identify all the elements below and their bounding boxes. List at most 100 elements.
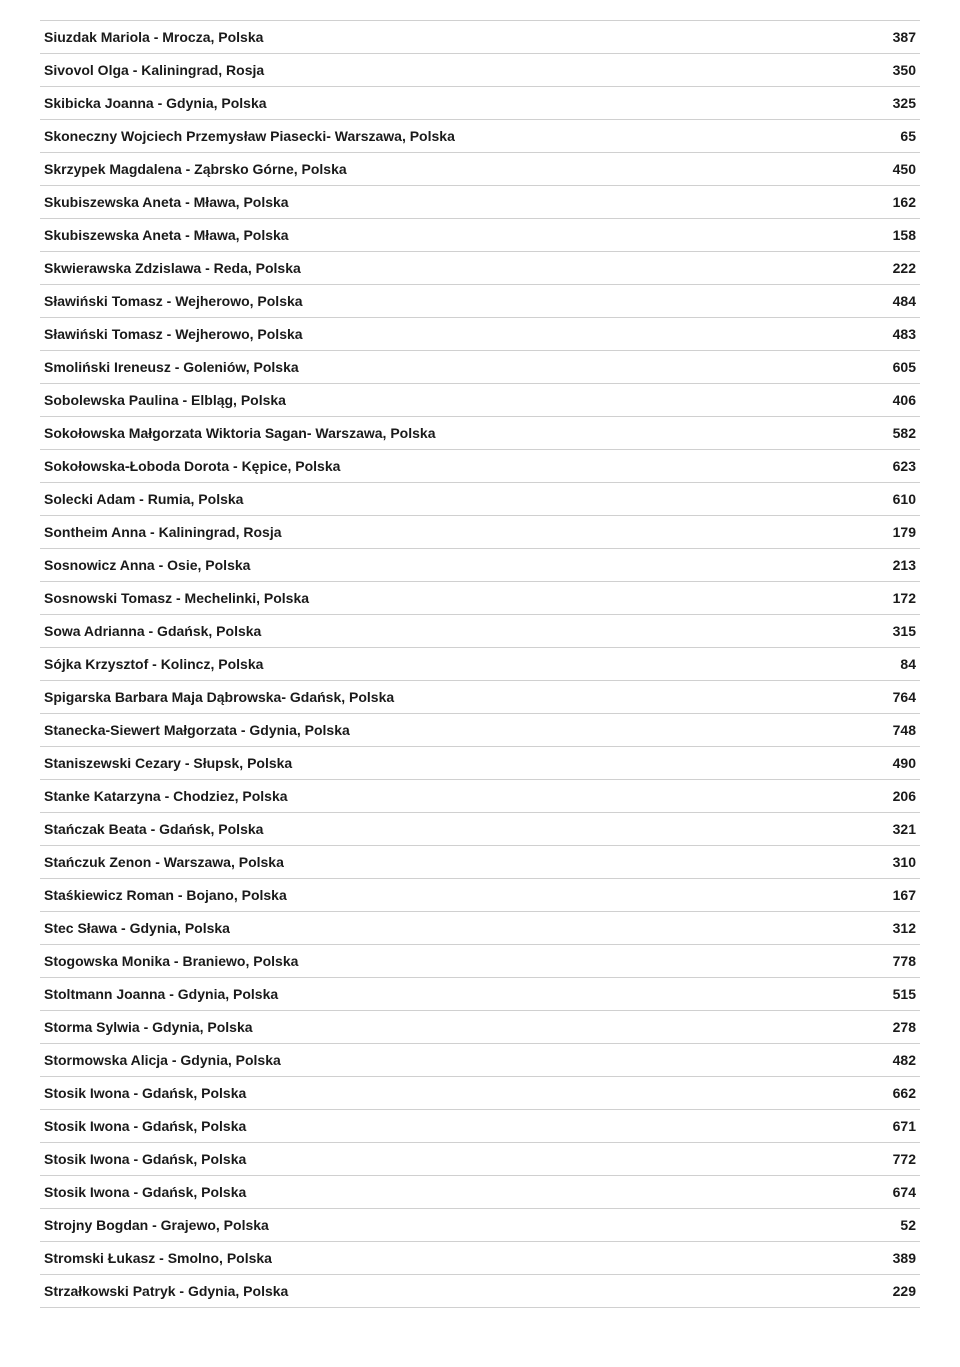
- entry-name: Solecki Adam - Rumia, Polska: [44, 491, 856, 507]
- entry-value: 65: [856, 128, 916, 144]
- entry-value: 450: [856, 161, 916, 177]
- entry-value: 387: [856, 29, 916, 45]
- table-row: Sokołowska Małgorzata Wiktoria Sagan- Wa…: [40, 417, 920, 450]
- entry-name: Stormowska Alicja - Gdynia, Polska: [44, 1052, 856, 1068]
- table-row: Stosik Iwona - Gdańsk, Polska674: [40, 1176, 920, 1209]
- entry-name: Skoneczny Wojciech Przemysław Piasecki- …: [44, 128, 856, 144]
- table-row: Sobolewska Paulina - Elbląg, Polska406: [40, 384, 920, 417]
- table-row: Staśkiewicz Roman - Bojano, Polska167: [40, 879, 920, 912]
- entry-value: 162: [856, 194, 916, 210]
- table-row: Sosnowski Tomasz - Mechelinki, Polska172: [40, 582, 920, 615]
- entry-name: Stańczuk Zenon - Warszawa, Polska: [44, 854, 856, 870]
- table-row: Sontheim Anna - Kaliningrad, Rosja179: [40, 516, 920, 549]
- entry-name: Sławiński Tomasz - Wejherowo, Polska: [44, 326, 856, 342]
- table-row: Stec Sława - Gdynia, Polska312: [40, 912, 920, 945]
- entry-value: 490: [856, 755, 916, 771]
- table-row: Skoneczny Wojciech Przemysław Piasecki- …: [40, 120, 920, 153]
- entry-name: Stosik Iwona - Gdańsk, Polska: [44, 1085, 856, 1101]
- entry-value: 515: [856, 986, 916, 1002]
- table-row: Staniszewski Cezary - Słupsk, Polska490: [40, 747, 920, 780]
- entry-name: Stosik Iwona - Gdańsk, Polska: [44, 1184, 856, 1200]
- entry-value: 158: [856, 227, 916, 243]
- entry-value: 278: [856, 1019, 916, 1035]
- entry-value: 764: [856, 689, 916, 705]
- entry-name: Strojny Bogdan - Grajewo, Polska: [44, 1217, 856, 1233]
- entry-name: Sokołowska Małgorzata Wiktoria Sagan- Wa…: [44, 425, 856, 441]
- table-row: Spigarska Barbara Maja Dąbrowska- Gdańsk…: [40, 681, 920, 714]
- entry-value: 482: [856, 1052, 916, 1068]
- entry-name: Sivovol Olga - Kaliningrad, Rosja: [44, 62, 856, 78]
- entry-name: Stec Sława - Gdynia, Polska: [44, 920, 856, 936]
- table-row: Stoltmann Joanna - Gdynia, Polska515: [40, 978, 920, 1011]
- entry-value: 52: [856, 1217, 916, 1233]
- table-row: Strzałkowski Patryk - Gdynia, Polska229: [40, 1275, 920, 1308]
- entry-name: Sławiński Tomasz - Wejherowo, Polska: [44, 293, 856, 309]
- entry-value: 325: [856, 95, 916, 111]
- table-row: Skubiszewska Aneta - Mława, Polska158: [40, 219, 920, 252]
- entry-name: Stromski Łukasz - Smolno, Polska: [44, 1250, 856, 1266]
- table-row: Sławiński Tomasz - Wejherowo, Polska483: [40, 318, 920, 351]
- entry-value: 389: [856, 1250, 916, 1266]
- entry-value: 674: [856, 1184, 916, 1200]
- table-row: Stormowska Alicja - Gdynia, Polska482: [40, 1044, 920, 1077]
- table-row: Stanecka-Siewert Małgorzata - Gdynia, Po…: [40, 714, 920, 747]
- entry-value: 315: [856, 623, 916, 639]
- entry-name: Stanecka-Siewert Małgorzata - Gdynia, Po…: [44, 722, 856, 738]
- entry-value: 623: [856, 458, 916, 474]
- table-row: Skubiszewska Aneta - Mława, Polska162: [40, 186, 920, 219]
- entry-value: 206: [856, 788, 916, 804]
- entry-value: 172: [856, 590, 916, 606]
- entry-value: 84: [856, 656, 916, 672]
- entry-name: Strzałkowski Patryk - Gdynia, Polska: [44, 1283, 856, 1299]
- entry-name: Staniszewski Cezary - Słupsk, Polska: [44, 755, 856, 771]
- table-row: Storma Sylwia - Gdynia, Polska278: [40, 1011, 920, 1044]
- table-row: Stańczak Beata - Gdańsk, Polska321: [40, 813, 920, 846]
- table-row: Stanke Katarzyna - Chodziez, Polska206: [40, 780, 920, 813]
- entry-name: Staśkiewicz Roman - Bojano, Polska: [44, 887, 856, 903]
- entry-name: Storma Sylwia - Gdynia, Polska: [44, 1019, 856, 1035]
- entry-name: Skubiszewska Aneta - Mława, Polska: [44, 227, 856, 243]
- table-row: Skwierawska Zdzislawa - Reda, Polska222: [40, 252, 920, 285]
- entry-name: Smoliński Ireneusz - Goleniów, Polska: [44, 359, 856, 375]
- table-row: Strojny Bogdan - Grajewo, Polska52: [40, 1209, 920, 1242]
- table-row: Sosnowicz Anna - Osie, Polska213: [40, 549, 920, 582]
- entry-name: Skwierawska Zdzislawa - Reda, Polska: [44, 260, 856, 276]
- entry-value: 179: [856, 524, 916, 540]
- entry-name: Skrzypek Magdalena - Ząbrsko Górne, Pols…: [44, 161, 856, 177]
- entry-value: 167: [856, 887, 916, 903]
- entry-value: 582: [856, 425, 916, 441]
- entry-name: Sokołowska-Łoboda Dorota - Kępice, Polsk…: [44, 458, 856, 474]
- table-row: Skibicka Joanna - Gdynia, Polska325: [40, 87, 920, 120]
- table-row: Stosik Iwona - Gdańsk, Polska662: [40, 1077, 920, 1110]
- entry-name: Skibicka Joanna - Gdynia, Polska: [44, 95, 856, 111]
- entry-value: 605: [856, 359, 916, 375]
- entry-value: 483: [856, 326, 916, 342]
- entry-value: 772: [856, 1151, 916, 1167]
- table-row: Siuzdak Mariola - Mrocza, Polska387: [40, 20, 920, 54]
- entry-value: 484: [856, 293, 916, 309]
- entry-name: Sosnowicz Anna - Osie, Polska: [44, 557, 856, 573]
- data-table: Siuzdak Mariola - Mrocza, Polska387Sivov…: [40, 20, 920, 1308]
- entry-name: Stosik Iwona - Gdańsk, Polska: [44, 1118, 856, 1134]
- entry-value: 321: [856, 821, 916, 837]
- table-row: Skrzypek Magdalena - Ząbrsko Górne, Pols…: [40, 153, 920, 186]
- entry-name: Siuzdak Mariola - Mrocza, Polska: [44, 29, 856, 45]
- table-row: Sivovol Olga - Kaliningrad, Rosja350: [40, 54, 920, 87]
- table-row: Sowa Adrianna - Gdańsk, Polska315: [40, 615, 920, 648]
- entry-name: Sowa Adrianna - Gdańsk, Polska: [44, 623, 856, 639]
- entry-value: 350: [856, 62, 916, 78]
- table-row: Stogowska Monika - Braniewo, Polska778: [40, 945, 920, 978]
- entry-name: Stanke Katarzyna - Chodziez, Polska: [44, 788, 856, 804]
- table-row: Stosik Iwona - Gdańsk, Polska772: [40, 1143, 920, 1176]
- entry-name: Stoltmann Joanna - Gdynia, Polska: [44, 986, 856, 1002]
- table-row: Smoliński Ireneusz - Goleniów, Polska605: [40, 351, 920, 384]
- entry-name: Stosik Iwona - Gdańsk, Polska: [44, 1151, 856, 1167]
- entry-name: Sobolewska Paulina - Elbląg, Polska: [44, 392, 856, 408]
- entry-name: Sójka Krzysztof - Kolincz, Polska: [44, 656, 856, 672]
- entry-value: 213: [856, 557, 916, 573]
- entry-value: 610: [856, 491, 916, 507]
- table-row: Stromski Łukasz - Smolno, Polska389: [40, 1242, 920, 1275]
- entry-name: Stogowska Monika - Braniewo, Polska: [44, 953, 856, 969]
- entry-name: Sosnowski Tomasz - Mechelinki, Polska: [44, 590, 856, 606]
- table-row: Sławiński Tomasz - Wejherowo, Polska484: [40, 285, 920, 318]
